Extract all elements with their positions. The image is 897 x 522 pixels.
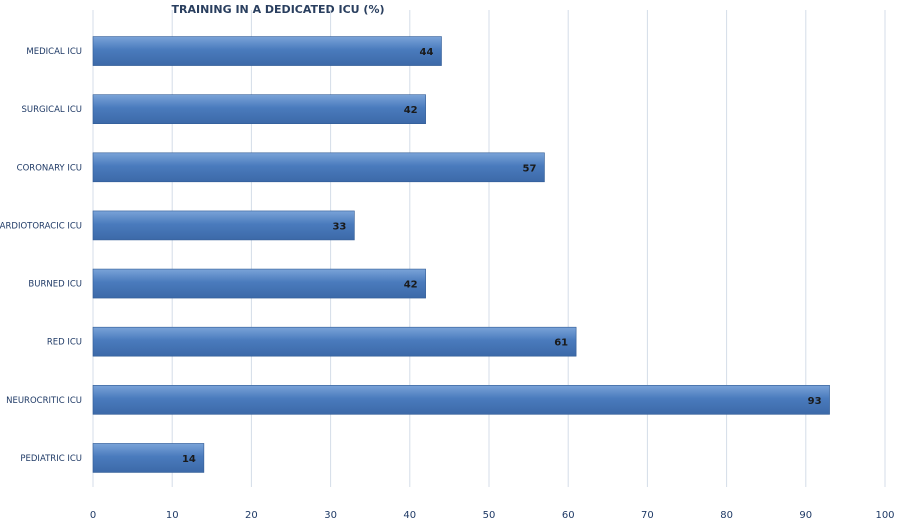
bar (92, 326, 577, 357)
data-label: 93 (808, 396, 822, 407)
chart-title: TRAINING IN A DEDICATED ICU (%) (172, 3, 385, 16)
x-tick-label: 90 (799, 510, 812, 521)
bar (92, 210, 355, 241)
x-axis-ticks: 0 10 20 30 40 50 60 70 80 90 100 (90, 510, 895, 521)
bar (92, 152, 545, 183)
data-labels: 44 42 57 33 42 61 93 14 (182, 47, 822, 465)
data-label: 61 (554, 338, 568, 349)
category-label: RED ICU (47, 338, 82, 348)
bar (92, 94, 426, 124)
data-label: 33 (332, 221, 346, 232)
x-tick-label: 30 (324, 510, 337, 521)
x-tick-label: 100 (875, 510, 894, 521)
data-label: 42 (404, 105, 418, 116)
bar (92, 443, 205, 473)
category-label: PEDIATRIC ICU (20, 454, 82, 464)
bars (92, 36, 830, 473)
bar (92, 385, 830, 415)
category-label: CARDIOTORACIC ICU (0, 221, 82, 231)
x-tick-label: 0 (90, 510, 96, 521)
x-tick-label: 70 (641, 510, 654, 521)
category-label: CORONARY ICU (17, 163, 82, 173)
category-labels: MEDICAL ICU SURGICAL ICU CORONARY ICU CARDI… (0, 47, 82, 464)
grid (92, 10, 886, 487)
x-tick-label: 10 (166, 510, 179, 521)
data-label: 14 (182, 454, 196, 465)
data-label: 42 (404, 280, 418, 291)
x-tick-label: 80 (720, 510, 733, 521)
bar (92, 268, 426, 299)
data-label: 44 (420, 47, 434, 58)
x-tick-label: 60 (562, 510, 575, 521)
category-label: SURGICAL ICU (22, 105, 82, 115)
category-label: BURNED ICU (28, 280, 82, 290)
x-tick-label: 50 (483, 510, 496, 521)
bar (92, 36, 442, 66)
x-tick-label: 40 (403, 510, 416, 521)
category-label: NEUROCRITIC ICU (6, 396, 82, 406)
category-label: MEDICAL ICU (26, 47, 82, 57)
data-label: 57 (523, 163, 537, 174)
x-tick-label: 20 (245, 510, 258, 521)
